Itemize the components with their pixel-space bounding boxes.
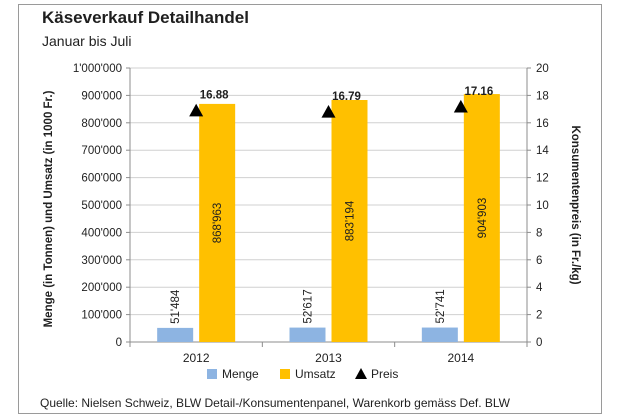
y-left-tick-label: 900'000 [81,90,122,102]
legend-label-menge: Menge [222,367,259,381]
data-label-umsatz: 868'963 [212,203,224,244]
bar-menge [157,327,194,342]
y-right-axis-title: Konsumentenpreis (in Fr./kg) [569,125,581,284]
marker-preis [453,99,468,113]
data-label-preis: 16.88 [200,90,229,102]
chart-frame [18,4,602,414]
data-label-preis: 17.16 [464,86,493,98]
source-note: Quelle: Nielsen Schweiz, BLW Detail-/Kon… [40,396,510,410]
data-label-umsatz: 904'903 [477,198,489,239]
x-tick-label: 2014 [447,351,474,365]
y-right-tick-label: 12 [536,173,549,185]
bar-umsatz [331,100,368,342]
marker-preis [189,103,204,117]
x-tick-label: 2012 [183,351,210,365]
y-left-axis-title: Menge (in Tonnen) und Umsatz (in 1000 Fr… [43,90,55,327]
data-label-menge: 52'617 [303,289,315,323]
bar-menge [421,327,458,342]
y-left-tick-label: 500'000 [81,200,122,212]
y-left-tick-label: 200'000 [81,282,122,294]
marker-preis [321,104,336,118]
data-label-menge: 51'484 [170,289,182,324]
chart-title: Käseverkauf Detailhandel [42,8,249,27]
legend-label-umsatz: Umsatz [295,367,336,381]
legend-swatch-preis [355,368,367,379]
y-right-tick-label: 16 [536,118,549,130]
y-right-tick-label: 6 [536,255,542,267]
data-label-preis: 16.79 [332,91,361,103]
y-right-tick-label: 18 [536,90,549,102]
y-left-tick-label: 600'000 [81,173,122,185]
y-left-tick-label: 1'000'000 [73,63,122,75]
bar-umsatz [463,94,500,342]
data-label-umsatz: 883'194 [345,200,357,241]
bar-umsatz [199,103,236,342]
y-left-tick-label: 300'000 [81,255,122,267]
y-left-tick-label: 700'000 [81,145,122,157]
y-right-tick-label: 0 [536,337,542,349]
legend-label-preis: Preis [371,367,398,381]
x-tick-label: 2013 [315,351,342,365]
y-left-tick-label: 800'000 [81,118,122,130]
chart-subtitle: Januar bis Juli [42,33,132,49]
y-left-tick-label: 400'000 [81,227,122,239]
y-right-tick-label: 14 [536,145,549,157]
y-right-tick-label: 10 [536,200,549,212]
bar-menge [289,327,326,342]
data-label-menge: 52'741 [435,289,447,323]
legend-swatch-menge [207,369,217,379]
y-right-tick-label: 20 [536,63,549,75]
y-left-tick-label: 100'000 [81,310,122,322]
legend-swatch-umsatz [280,369,290,379]
y-right-tick-label: 2 [536,310,542,322]
y-left-tick-label: 0 [116,337,122,349]
y-right-tick-label: 4 [536,282,543,294]
y-right-tick-label: 8 [536,227,542,239]
